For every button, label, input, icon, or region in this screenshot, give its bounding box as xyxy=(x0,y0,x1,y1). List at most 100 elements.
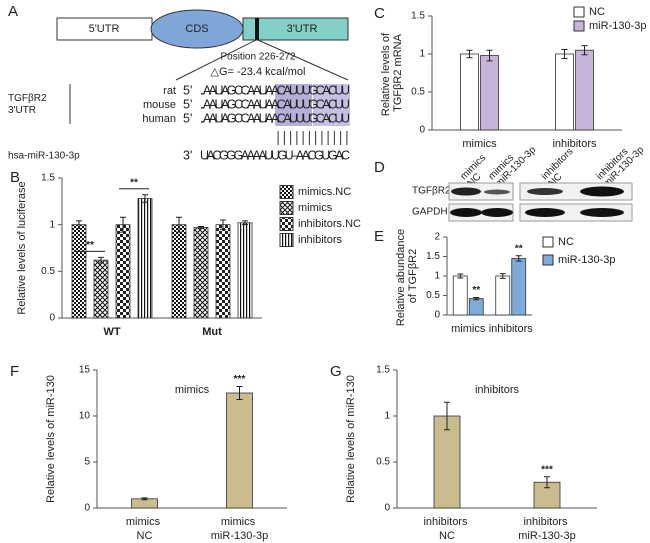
error-bar xyxy=(236,386,243,400)
x-tick-label: inhibitors miR-130-3p xyxy=(518,516,575,542)
lane-label: inhibitors miR-130-3p xyxy=(594,137,646,189)
bar xyxy=(495,275,511,316)
bar xyxy=(226,392,253,509)
y-tick-label: 2 xyxy=(434,232,440,243)
species-end: 5' xyxy=(183,97,192,111)
x-tick-label: inhibitors xyxy=(489,323,534,335)
bar xyxy=(237,222,253,319)
legend-label: miR-130-3p xyxy=(589,20,646,32)
bar xyxy=(460,53,479,131)
protein-label: TGFβR2 xyxy=(412,186,451,197)
error-bar xyxy=(242,220,248,226)
legend-swatch xyxy=(542,236,554,248)
legend-label: inhibitors.NC xyxy=(298,218,361,230)
legend-swatch xyxy=(542,254,554,266)
y-tick-label: 15 xyxy=(79,365,91,376)
region-label: 3'UTR xyxy=(287,23,318,35)
significance-label: ** xyxy=(86,240,94,251)
y-tick-label: 0 xyxy=(419,125,425,136)
bar xyxy=(193,227,209,319)
bar xyxy=(93,259,109,319)
error-bar xyxy=(581,45,588,56)
bar xyxy=(433,415,461,509)
y-tick-label: 10 xyxy=(79,411,91,422)
legend-label: mimics xyxy=(298,202,333,214)
y-tick-label: 0.5 xyxy=(426,290,440,301)
y-tick-label: 1 xyxy=(419,49,425,60)
protein-label: GAPDH xyxy=(412,207,448,218)
gene-label: TGFβR2 3'UTR xyxy=(8,93,49,116)
panel-label: A xyxy=(8,3,18,20)
legend-label: NC xyxy=(558,236,574,248)
y-axis-label: Relative abundance of TGFβR2 xyxy=(395,226,419,326)
y-tick-label: 0 xyxy=(434,310,440,321)
species-end: 5' xyxy=(183,83,192,97)
x-tick-label: mimics xyxy=(451,323,486,335)
error-bar xyxy=(457,273,464,279)
y-tick-label: 0.5 xyxy=(41,266,55,277)
significance-label: ** xyxy=(130,177,138,188)
seed-highlight xyxy=(275,84,312,126)
species-sequence: ...AAUAGCCAAUAACAUUUGCACUU xyxy=(200,83,350,97)
y-tick-label: 0.5 xyxy=(411,87,425,98)
bar xyxy=(137,198,153,319)
legend-label: inhibitors xyxy=(298,234,343,246)
legend-swatch xyxy=(279,233,294,247)
y-tick-label: 1.5 xyxy=(41,173,55,184)
x-tick-label: WT xyxy=(103,326,120,338)
bar xyxy=(115,224,131,319)
error-bar xyxy=(466,49,473,59)
bar xyxy=(452,275,468,316)
legend-label: mimics.NC xyxy=(298,186,351,198)
legend-label: NC xyxy=(589,6,605,18)
bar xyxy=(71,224,87,319)
error-bar xyxy=(120,216,126,233)
y-tick-label: 1 xyxy=(49,219,55,230)
significance-label: *** xyxy=(234,374,246,385)
legend-swatch xyxy=(279,217,294,231)
y-axis-label: Relative levels of TGFβR2 mRNA xyxy=(380,30,404,116)
seed-highlight xyxy=(313,84,350,126)
region-label: CDS xyxy=(185,23,208,35)
band xyxy=(527,188,563,195)
chart-title: inhibitors xyxy=(475,384,520,396)
position-text: Position 226-272 xyxy=(220,52,295,63)
legend-swatch xyxy=(279,201,294,215)
bar xyxy=(468,298,484,316)
x-tick-label: mimics NC xyxy=(126,516,163,542)
bar xyxy=(480,55,499,131)
species-sequence: ...AAUAGCCAAUAACAUUUGCACUU xyxy=(200,97,350,111)
y-tick-label: 0 xyxy=(49,313,55,324)
band xyxy=(525,208,565,217)
mirna-sequence: UACGGGAAAAUUGU–AACGUGAC xyxy=(200,148,350,162)
region-label: 5'UTR xyxy=(89,23,120,35)
error-bar xyxy=(486,49,493,62)
zoom-line xyxy=(175,39,257,81)
bar xyxy=(171,224,187,319)
y-axis-label: Relative levels of miR-130 xyxy=(345,375,357,503)
species-name: mouse xyxy=(143,99,176,111)
panel-label: F xyxy=(10,363,19,380)
mirna-end: 3' xyxy=(183,148,192,162)
y-tick-label: 1.5 xyxy=(411,11,425,22)
error-bar xyxy=(473,296,480,301)
y-axis-label: Relative levels of miR-130 xyxy=(45,375,57,503)
error-bar xyxy=(76,220,82,229)
error-bar xyxy=(544,476,550,489)
bar xyxy=(575,49,594,131)
error-bar xyxy=(141,497,148,501)
significance-label: *** xyxy=(541,464,553,475)
species-name: human xyxy=(142,113,176,125)
lane-label: inhibitors NC xyxy=(539,144,584,189)
delta-g-text: △G= -23.4 kcal/mol xyxy=(211,66,306,78)
panel-label: E xyxy=(374,228,384,245)
cds-ellipse xyxy=(150,9,244,49)
panel-label: B xyxy=(10,169,20,186)
band xyxy=(451,187,481,196)
y-tick-label: 0 xyxy=(384,503,390,514)
band xyxy=(481,208,513,217)
error-bar xyxy=(561,48,568,60)
x-tick-label: inhibitors xyxy=(552,138,597,150)
y-tick-label: 0 xyxy=(84,503,90,514)
